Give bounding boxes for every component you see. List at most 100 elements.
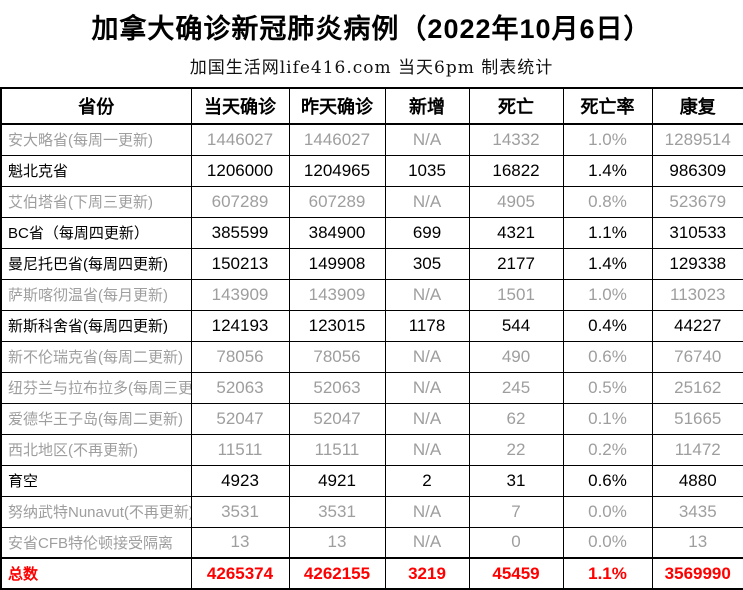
page-title: 加拿大确诊新冠肺炎病例（2022年10月6日）: [91, 14, 652, 44]
death-rate-cell: 1.0%: [562, 278, 653, 311]
province-cell: 爱德华王子岛(每周二更新): [0, 402, 192, 435]
today-confirmed-cell: 385599: [190, 216, 290, 249]
province-cell: 纽芬兰与拉布拉多(每周三更新): [0, 371, 192, 404]
table-row-saskatchewan: 萨斯喀彻温省(每月更新) 143909 143909 N/A 1501 1.0%…: [0, 278, 743, 311]
yesterday-confirmed-cell: 4921: [288, 464, 386, 497]
table-row-pei: 爱德华王子岛(每周二更新) 52047 52047 N/A 62 0.1% 51…: [0, 402, 743, 435]
death-rate-cell: 1.4%: [562, 247, 653, 280]
deaths-cell: 4321: [468, 216, 564, 249]
today-confirmed-cell: 13: [190, 526, 290, 559]
death-rate-cell: 0.2%: [562, 433, 653, 466]
recovered-cell: 25162: [651, 371, 743, 404]
table-row-new-brunswick: 新不伦瑞克省(每周二更新) 78056 78056 N/A 490 0.6% 7…: [0, 340, 743, 373]
deaths-cell: 7: [468, 495, 564, 528]
province-cell: 新斯科舍省(每周四更新): [0, 309, 192, 342]
total-label-cell: 总数: [0, 557, 192, 590]
today-confirmed-cell: 124193: [190, 309, 290, 342]
deaths-cell: 45459: [468, 557, 564, 590]
deaths-cell: 22: [468, 433, 564, 466]
new-cases-cell: 1178: [384, 309, 470, 342]
yesterday-confirmed-cell: 11511: [288, 433, 386, 466]
table-row-manitoba: 曼尼托巴省(每周四更新) 150213 149908 305 2177 1.4%…: [0, 247, 743, 280]
column-header-today-confirmed: 当天确诊: [190, 87, 290, 125]
yesterday-confirmed-cell: 3531: [288, 495, 386, 528]
new-cases-cell: N/A: [384, 371, 470, 404]
province-cell: 西北地区(不再更新): [0, 433, 192, 466]
province-cell: 安大略省(每周一更新): [0, 123, 192, 156]
deaths-cell: 16822: [468, 154, 564, 187]
column-header-province: 省份: [0, 87, 192, 125]
deaths-cell: 31: [468, 464, 564, 497]
death-rate-cell: 0.6%: [562, 340, 653, 373]
new-cases-cell: N/A: [384, 402, 470, 435]
province-cell: 育空: [0, 464, 192, 497]
column-header-recovered: 康复: [651, 87, 743, 125]
table-row-ontario: 安大略省(每周一更新) 1446027 1446027 N/A 14332 1.…: [0, 123, 743, 156]
yesterday-confirmed-cell: 607289: [288, 185, 386, 218]
recovered-cell: 51665: [651, 402, 743, 435]
yesterday-confirmed-cell: 384900: [288, 216, 386, 249]
yesterday-confirmed-cell: 1204965: [288, 154, 386, 187]
yesterday-confirmed-cell: 149908: [288, 247, 386, 280]
province-cell: 魁北克省: [0, 154, 192, 187]
today-confirmed-cell: 11511: [190, 433, 290, 466]
table-row-nova-scotia: 新斯科舍省(每周四更新) 124193 123015 1178 544 0.4%…: [0, 309, 743, 342]
province-cell: 新不伦瑞克省(每周二更新): [0, 340, 192, 373]
province-cell: 艾伯塔省(下周三更新): [0, 185, 192, 218]
new-cases-cell: 3219: [384, 557, 470, 590]
deaths-cell: 0: [468, 526, 564, 559]
covid-cases-table: 省份 当天确诊 昨天确诊 新增 死亡 死亡率 康复 安大略省(每周一更新) 14…: [0, 87, 743, 590]
death-rate-cell: 0.1%: [562, 402, 653, 435]
death-rate-cell: 1.0%: [562, 123, 653, 156]
recovered-cell: 523679: [651, 185, 743, 218]
deaths-cell: 4905: [468, 185, 564, 218]
table-row-nunavut: 努纳武特Nunavut(不再更新) 3531 3531 N/A 7 0.0% 3…: [0, 495, 743, 528]
today-confirmed-cell: 3531: [190, 495, 290, 528]
new-cases-cell: N/A: [384, 185, 470, 218]
deaths-cell: 245: [468, 371, 564, 404]
column-header-yesterday-confirmed: 昨天确诊: [288, 87, 386, 125]
deaths-cell: 14332: [468, 123, 564, 156]
deaths-cell: 544: [468, 309, 564, 342]
column-header-new-cases: 新增: [384, 87, 470, 125]
recovered-cell: 310533: [651, 216, 743, 249]
death-rate-cell: 1.1%: [562, 557, 653, 590]
recovered-cell: 13: [651, 526, 743, 559]
yesterday-confirmed-cell: 52047: [288, 402, 386, 435]
death-rate-cell: 0.6%: [562, 464, 653, 497]
table-row-bc: BC省（每周四更新） 385599 384900 699 4321 1.1% 3…: [0, 216, 743, 249]
new-cases-cell: 699: [384, 216, 470, 249]
table-row-quebec: 魁北克省 1206000 1204965 1035 16822 1.4% 986…: [0, 154, 743, 187]
yesterday-confirmed-cell: 78056: [288, 340, 386, 373]
recovered-cell: 129338: [651, 247, 743, 280]
today-confirmed-cell: 52047: [190, 402, 290, 435]
yesterday-confirmed-cell: 13: [288, 526, 386, 559]
death-rate-cell: 0.0%: [562, 495, 653, 528]
province-cell: 萨斯喀彻温省(每月更新): [0, 278, 192, 311]
yesterday-confirmed-cell: 123015: [288, 309, 386, 342]
today-confirmed-cell: 4923: [190, 464, 290, 497]
deaths-cell: 490: [468, 340, 564, 373]
new-cases-cell: 2: [384, 464, 470, 497]
recovered-cell: 3569990: [651, 557, 743, 590]
death-rate-cell: 1.1%: [562, 216, 653, 249]
death-rate-cell: 0.5%: [562, 371, 653, 404]
today-confirmed-cell: 143909: [190, 278, 290, 311]
today-confirmed-cell: 150213: [190, 247, 290, 280]
new-cases-cell: N/A: [384, 526, 470, 559]
yesterday-confirmed-cell: 52063: [288, 371, 386, 404]
province-cell: BC省（每周四更新）: [0, 216, 192, 249]
death-rate-cell: 0.8%: [562, 185, 653, 218]
new-cases-cell: N/A: [384, 123, 470, 156]
deaths-cell: 62: [468, 402, 564, 435]
column-header-deaths: 死亡: [468, 87, 564, 125]
page-subtitle: 加国生活网life416.com 当天6pm 制表统计: [189, 58, 554, 78]
recovered-cell: 113023: [651, 278, 743, 311]
table-row-alberta: 艾伯塔省(下周三更新) 607289 607289 N/A 4905 0.8% …: [0, 185, 743, 218]
province-cell: 安省CFB特伦顿接受隔离: [0, 526, 192, 559]
today-confirmed-cell: 607289: [190, 185, 290, 218]
death-rate-cell: 0.0%: [562, 526, 653, 559]
recovered-cell: 44227: [651, 309, 743, 342]
recovered-cell: 986309: [651, 154, 743, 187]
table-row-total: 总数 4265374 4262155 3219 45459 1.1% 35699…: [0, 557, 743, 590]
